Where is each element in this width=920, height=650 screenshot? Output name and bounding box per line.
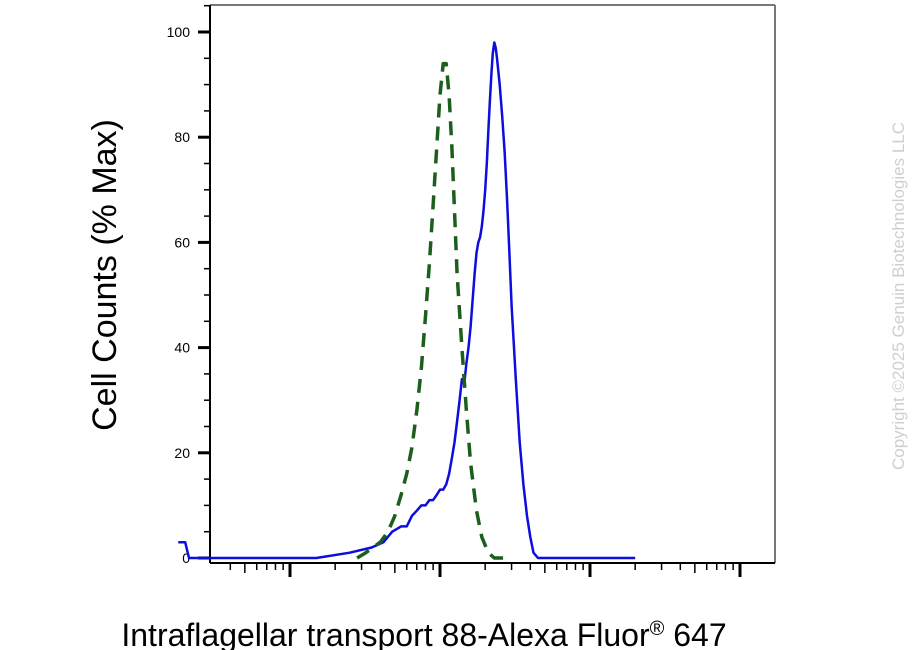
x-axis-label: Intraflagellar transport 88-Alexa Fluor®… <box>121 617 726 650</box>
y-tick-label: 0 <box>182 550 190 566</box>
copyright-watermark: Copyright ©2025 Genuin Biotechnologies L… <box>889 122 908 470</box>
x-axis-label-main: Intraflagellar transport 88-Alexa Fluor <box>121 617 650 650</box>
y-tick-label: 60 <box>174 234 190 250</box>
y-tick-label: 20 <box>174 445 190 461</box>
sample-histogram-line <box>178 41 636 560</box>
y-tick-label: 40 <box>174 340 190 356</box>
registered-mark: ® <box>650 618 665 640</box>
control-histogram-line <box>356 61 512 560</box>
x-axis-label-suffix: 647 <box>664 617 726 650</box>
y-tick-label: 100 <box>167 24 191 40</box>
y-axis-label: Cell Counts (% Max) <box>86 119 124 431</box>
y-tick-label: 80 <box>174 129 190 145</box>
